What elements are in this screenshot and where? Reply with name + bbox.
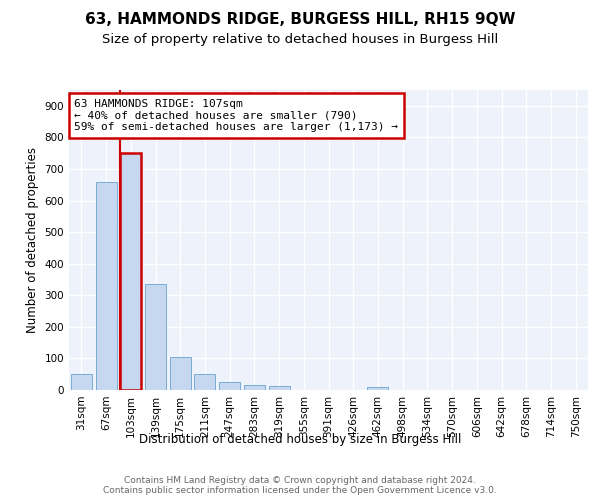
Text: Contains HM Land Registry data © Crown copyright and database right 2024.
Contai: Contains HM Land Registry data © Crown c… xyxy=(103,476,497,495)
Bar xyxy=(95,182,116,390)
Bar xyxy=(71,374,92,390)
Text: 63, HAMMONDS RIDGE, BURGESS HILL, RH15 9QW: 63, HAMMONDS RIDGE, BURGESS HILL, RH15 9… xyxy=(85,12,515,28)
Bar xyxy=(170,357,191,390)
Bar xyxy=(219,382,240,390)
Bar xyxy=(244,384,265,390)
Text: Size of property relative to detached houses in Burgess Hill: Size of property relative to detached ho… xyxy=(102,32,498,46)
Bar xyxy=(194,374,215,390)
Text: Distribution of detached houses by size in Burgess Hill: Distribution of detached houses by size … xyxy=(139,432,461,446)
Text: 63 HAMMONDS RIDGE: 107sqm
← 40% of detached houses are smaller (790)
59% of semi: 63 HAMMONDS RIDGE: 107sqm ← 40% of detac… xyxy=(74,99,398,132)
Bar xyxy=(120,153,141,390)
Bar xyxy=(145,284,166,390)
Bar xyxy=(269,386,290,390)
Bar xyxy=(367,388,388,390)
Y-axis label: Number of detached properties: Number of detached properties xyxy=(26,147,39,333)
